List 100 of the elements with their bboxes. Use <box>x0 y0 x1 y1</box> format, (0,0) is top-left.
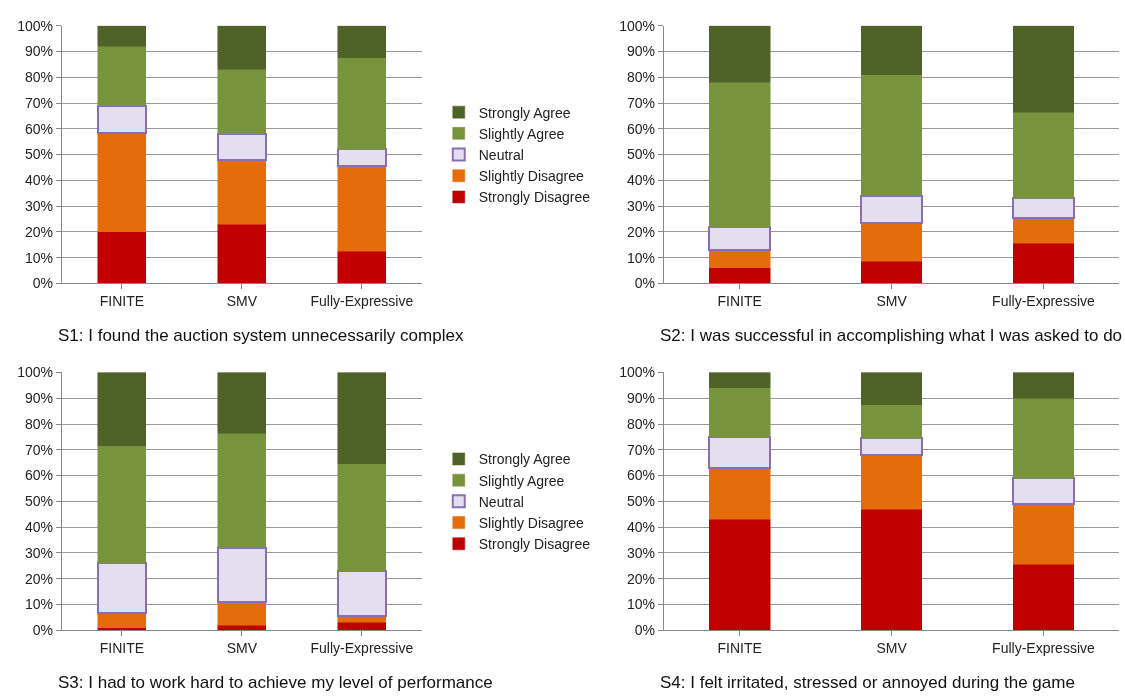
y-tick-label: 50% <box>25 146 54 163</box>
bar <box>709 387 771 438</box>
x-tick-label: FINITE <box>717 640 762 656</box>
bar <box>1012 503 1075 565</box>
y-tick-label: 80% <box>626 415 655 432</box>
bar <box>217 372 267 434</box>
bar <box>709 372 771 389</box>
x-tick-label: SMV <box>876 293 908 310</box>
y-tick-label: 100% <box>619 17 655 34</box>
bar <box>336 148 387 168</box>
y-tick-label: 100% <box>17 17 54 34</box>
bar <box>96 104 147 134</box>
y-tick-label: 50% <box>626 146 655 163</box>
bar <box>709 519 771 631</box>
bar <box>216 546 267 603</box>
y-tick-label: 60% <box>626 120 655 137</box>
y-tick-label: 70% <box>626 441 655 458</box>
x-tick-label: Fully-Expressive <box>310 293 414 310</box>
legend-label: Strongly Disagree <box>478 189 591 206</box>
bar <box>217 601 267 626</box>
y-tick-label: 80% <box>25 69 54 86</box>
y-tick-label: 0% <box>32 275 54 292</box>
x-tick-label: FINITE <box>99 640 145 656</box>
legend-label: Neutral <box>478 493 524 510</box>
bar <box>97 231 147 284</box>
text: S3: I had to work hard to achieve my level of performance <box>58 673 493 692</box>
x-tick-label: FINITE <box>99 293 145 310</box>
bar <box>860 508 923 631</box>
y-tick-label: 40% <box>626 172 655 189</box>
y-tick-label: 30% <box>25 544 54 561</box>
bar <box>336 569 387 618</box>
y-tick-label: 80% <box>626 69 655 86</box>
bar <box>860 194 923 224</box>
y-tick-label: 40% <box>626 519 655 536</box>
y-tick-label: 60% <box>626 467 655 484</box>
bar <box>1012 243 1075 284</box>
y-tick-label: 60% <box>25 467 54 484</box>
bar <box>337 25 387 59</box>
bar <box>1012 197 1075 219</box>
bar <box>216 132 267 161</box>
y-tick-label: 100% <box>17 364 54 381</box>
bar <box>860 454 923 510</box>
y-tick-label: 30% <box>25 197 54 214</box>
bar <box>709 467 771 520</box>
y-tick-label: 90% <box>25 43 54 60</box>
bar <box>97 132 147 233</box>
y-tick-label: 90% <box>626 43 655 60</box>
x-tick-label: SMV <box>226 640 258 656</box>
bar <box>97 613 147 628</box>
text: S2: I was successful in accomplishing what I was asked to do <box>660 326 1123 345</box>
legend-label: Neutral <box>478 147 524 163</box>
y-tick-label: 100% <box>619 364 655 381</box>
bar <box>337 57 387 150</box>
y-tick-label: 70% <box>25 94 54 111</box>
y-tick-label: 20% <box>626 570 655 587</box>
legend-label: Strongly Agree <box>478 104 571 121</box>
bar <box>97 46 147 106</box>
bar <box>1012 564 1075 631</box>
bar <box>709 25 771 83</box>
bar <box>860 261 923 284</box>
y-tick-label: 10% <box>626 249 655 266</box>
bar <box>217 159 267 225</box>
bar <box>1012 217 1075 244</box>
legend-label: Slightly Agree <box>478 125 565 142</box>
legend-label: Slightly Disagree <box>478 515 585 531</box>
bar <box>96 562 147 615</box>
text: S4: I felt irritated, stressed or annoyed during the game <box>660 673 1075 692</box>
legend-label: Slightly Agree <box>478 472 565 489</box>
bar <box>217 432 267 548</box>
x-tick-label: Fully-Expressive <box>310 640 414 656</box>
bar <box>709 249 771 269</box>
bar <box>1012 372 1075 399</box>
bar <box>1012 398 1075 479</box>
x-tick-label: SMV <box>876 640 908 656</box>
bar <box>708 435 772 469</box>
y-tick-label: 40% <box>25 519 54 536</box>
y-tick-label: 10% <box>25 596 54 613</box>
legend-label: Strongly Agree <box>478 451 571 468</box>
bar <box>97 445 147 564</box>
y-tick-label: 80% <box>25 415 54 432</box>
bar <box>708 225 772 251</box>
y-tick-label: 0% <box>634 622 655 639</box>
y-tick-label: 90% <box>25 390 54 407</box>
text: S1: I found the auction system unnecessarily complex <box>58 326 464 345</box>
y-tick-label: 60% <box>25 120 54 137</box>
bar <box>1012 25 1075 113</box>
y-tick-label: 70% <box>25 441 54 458</box>
x-tick-label: SMV <box>226 293 258 310</box>
y-tick-label: 30% <box>626 544 655 561</box>
bar <box>860 25 923 75</box>
y-tick-label: 0% <box>32 622 54 639</box>
y-tick-label: 0% <box>634 275 655 292</box>
bar <box>97 372 147 447</box>
x-tick-label: Fully-Expressive <box>992 293 1095 310</box>
legend-label: Slightly Disagree <box>478 168 585 185</box>
bar <box>860 372 923 405</box>
bar <box>709 267 771 284</box>
bar <box>860 74 923 197</box>
bar <box>709 82 771 227</box>
bar <box>217 69 267 135</box>
